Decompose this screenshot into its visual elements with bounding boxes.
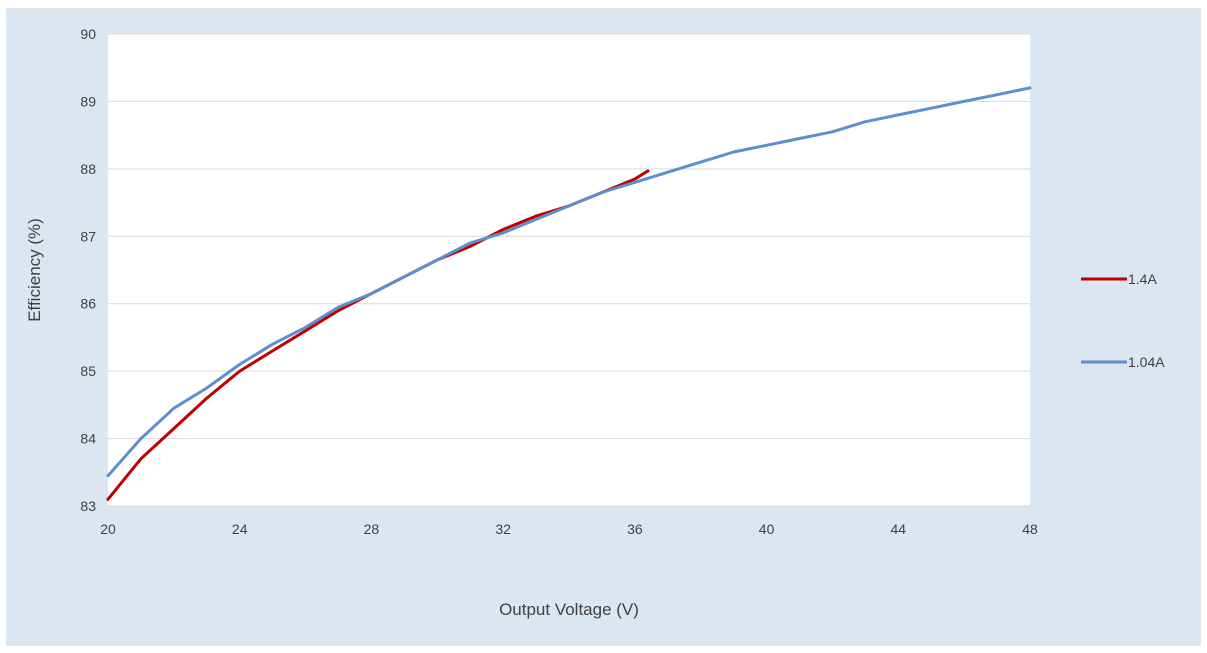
x-tick-label-5: 40 <box>759 521 775 537</box>
legend-label-1: 1.04A <box>1128 354 1165 370</box>
y-tick-label-3: 86 <box>80 296 96 312</box>
x-tick-label-3: 32 <box>495 521 511 537</box>
chart-frame: 83 84 85 86 87 88 89 90 20 24 28 32 36 40 44 48 1.4A 1.0… <box>6 8 1201 646</box>
x-tick-label-2: 28 <box>364 521 380 537</box>
x-axis-title: Output Voltage (V) <box>499 600 639 619</box>
y-tick-label-0: 83 <box>80 498 96 514</box>
plot-area <box>108 34 1030 506</box>
y-tick-label-5: 88 <box>80 161 96 177</box>
y-tick-label-2: 85 <box>80 363 96 379</box>
y-tick-label-6: 89 <box>80 93 96 109</box>
x-tick-label-4: 36 <box>627 521 643 537</box>
y-tick-label-7: 90 <box>80 26 96 42</box>
x-tick-label-6: 44 <box>890 521 906 537</box>
legend-label-0: 1.4A <box>1128 271 1157 287</box>
x-tick-label-7: 48 <box>1022 521 1038 537</box>
legend: 1.4A 1.04A <box>1081 271 1165 370</box>
y-tick-label-1: 84 <box>80 431 96 447</box>
y-tick-label-4: 87 <box>80 228 96 244</box>
x-tick-label-1: 24 <box>232 521 248 537</box>
x-tick-label-0: 20 <box>100 521 116 537</box>
efficiency-chart: 83 84 85 86 87 88 89 90 20 24 28 32 36 40 44 48 1.4A 1.0… <box>6 8 1201 646</box>
y-axis-title: Efficiency (%) <box>25 218 44 322</box>
